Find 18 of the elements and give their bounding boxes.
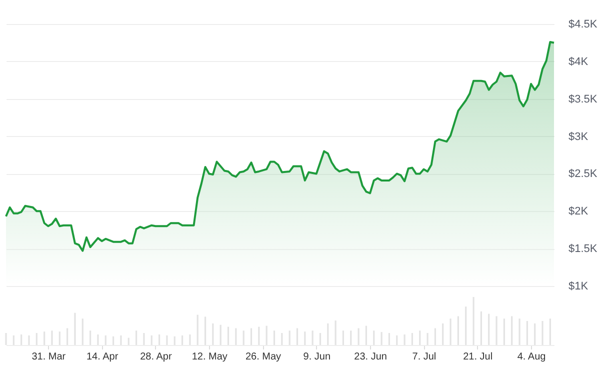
y-tick-label: $3.5K (568, 93, 598, 106)
x-tick-label: 7. Jul (412, 352, 436, 362)
y-tick-label: $1K (568, 280, 589, 292)
x-tick-label: 28. Apr (140, 352, 172, 362)
x-tick-label: 31. Mar (32, 352, 66, 362)
x-tick-label: 26. May (245, 352, 282, 362)
y-tick-label: $4.5K (568, 18, 598, 30)
y-tick-label: $3K (568, 130, 589, 143)
x-tick-label: 21. Jul (463, 352, 493, 362)
y-tick-label: $2.5K (568, 168, 598, 180)
y-tick-label: $1.5K (568, 243, 598, 256)
y-tick-label: $2K (568, 206, 589, 218)
x-tick-label: 14. Apr (86, 352, 119, 362)
y-tick-label: $4K (568, 56, 589, 68)
x-tick-label: 9. Jun (303, 352, 331, 362)
x-tick-label: 4. Aug (517, 352, 546, 362)
x-tick-label: 12. May (192, 352, 228, 362)
x-tick-label: 23. Jun (354, 352, 387, 362)
